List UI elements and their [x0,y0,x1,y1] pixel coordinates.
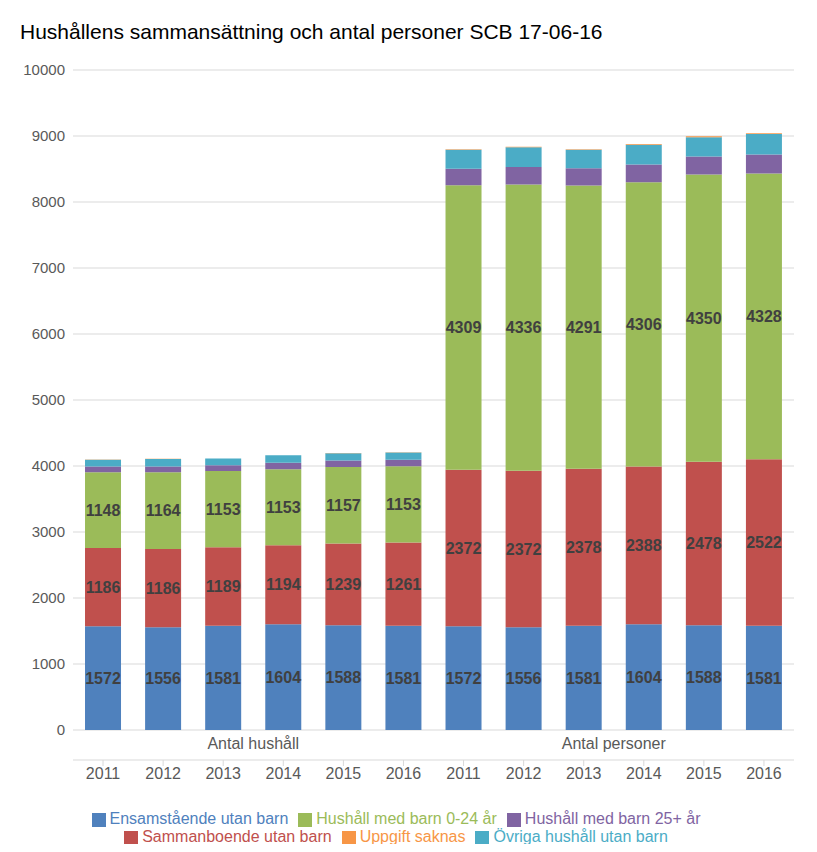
svg-text:2011: 2011 [446,765,481,782]
svg-text:1189: 1189 [206,578,241,595]
svg-text:10000: 10000 [23,61,65,78]
svg-text:9000: 9000 [32,127,65,144]
svg-text:1588: 1588 [686,669,722,686]
svg-text:4336: 4336 [506,319,542,336]
svg-text:2522: 2522 [746,534,782,551]
html-text:Uppgift saknas: Uppgift saknas [359,828,466,845]
svg-text:2012: 2012 [506,765,542,782]
svg-text:Antal personer: Antal personer [562,735,667,752]
svg-text:0: 0 [57,721,65,738]
svg-text:1153: 1153 [386,496,421,513]
svg-text:8000: 8000 [32,193,65,210]
svg-text:4350: 4350 [686,310,722,327]
html-text:Hushåll med barn 0-24 år: Hushåll med barn 0-24 år [316,810,497,827]
svg-text:4309: 4309 [446,319,482,336]
html-text:Sammanboende utan barn: Sammanboende utan barn [142,828,332,845]
svg-text:1556: 1556 [145,670,181,687]
svg-text:1194: 1194 [266,576,301,593]
svg-text:1000: 1000 [32,655,65,672]
svg-text:1153: 1153 [206,501,241,518]
svg-text:1581: 1581 [566,670,602,687]
svg-text:3000: 3000 [32,523,65,540]
html-text:Hushåll med barn 25+ år: Hushåll med barn 25+ år [524,810,701,827]
html-text:Hushållens sammansättning och: Hushållens sammansättning och antal pers… [20,20,603,43]
svg-text:2478: 2478 [686,535,722,552]
svg-text:2011: 2011 [86,765,121,782]
html-text:Övriga hushåll utan barn: Övriga hushåll utan barn [493,828,668,845]
svg-text:4306: 4306 [626,316,662,333]
svg-text:2016: 2016 [746,765,782,782]
svg-text:1581: 1581 [205,670,241,687]
svg-text:4328: 4328 [746,308,782,325]
svg-text:2015: 2015 [326,765,362,782]
svg-text:2378: 2378 [566,539,602,556]
svg-text:2014: 2014 [626,765,662,782]
svg-text:1572: 1572 [446,670,482,687]
svg-text:1153: 1153 [266,499,301,516]
svg-text:2013: 2013 [566,765,602,782]
svg-text:2372: 2372 [446,540,482,557]
svg-text:2013: 2013 [205,765,241,782]
svg-text:2388: 2388 [626,537,662,554]
svg-text:1148: 1148 [86,502,121,519]
svg-text:1604: 1604 [265,669,301,686]
html-text:Ensamstående utan barn: Ensamstående utan barn [109,810,289,827]
svg-text:Antal hushåll: Antal hushåll [207,735,299,752]
svg-text:2000: 2000 [32,589,65,606]
svg-text:7000: 7000 [32,259,65,276]
svg-text:2014: 2014 [265,765,301,782]
svg-text:1581: 1581 [746,670,782,687]
svg-text:1261: 1261 [386,576,422,593]
svg-text:4291: 4291 [566,319,602,336]
svg-text:1604: 1604 [626,669,662,686]
svg-text:6000: 6000 [32,325,65,342]
svg-text:1572: 1572 [85,670,121,687]
svg-text:1556: 1556 [506,670,542,687]
svg-text:2015: 2015 [686,765,722,782]
svg-text:5000: 5000 [32,391,65,408]
svg-text:1157: 1157 [326,497,361,514]
svg-text:1239: 1239 [326,576,362,593]
svg-text:1588: 1588 [326,669,362,686]
svg-text:1186: 1186 [86,579,121,596]
svg-text:1581: 1581 [386,670,422,687]
svg-text:2012: 2012 [145,765,181,782]
svg-text:4000: 4000 [32,457,65,474]
svg-text:1164: 1164 [146,502,181,519]
svg-text:1186: 1186 [146,580,181,597]
svg-text:2016: 2016 [386,765,422,782]
svg-text:2372: 2372 [506,541,542,558]
